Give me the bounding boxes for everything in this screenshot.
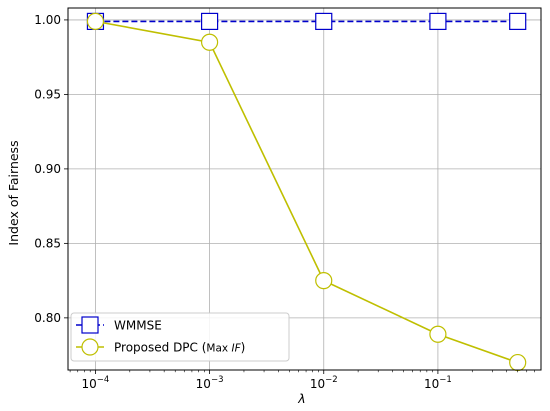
series-layer (86, 12, 527, 372)
legend: WMMSE Proposed DPC (Max IF) (70, 312, 290, 362)
x-tick-base: 10 (82, 377, 97, 391)
x-tick-exponent: −4 (97, 375, 110, 385)
x-tick-exponent: −1 (439, 375, 452, 385)
y-tick-label: 1.00 (34, 13, 61, 27)
data-point-proposed-dpc (86, 12, 105, 31)
y-tick-label: 0.90 (34, 162, 61, 176)
data-point-wmmse (509, 12, 527, 31)
x-tick-label: 10−3 (196, 375, 224, 391)
legend-label-proposed-suffix: ) (241, 341, 246, 355)
legend-label-proposed-dpc: Proposed DPC (Max IF) (114, 341, 245, 355)
legend-box (70, 312, 290, 362)
data-point-proposed-dpc (509, 353, 527, 372)
data-point-proposed-dpc (429, 325, 447, 343)
y-tick-label: 0.80 (34, 311, 61, 325)
x-tick-label: 10−1 (424, 375, 452, 391)
plot-frame (67, 7, 542, 371)
x-tick-base: 10 (196, 377, 211, 391)
data-point-wmmse (200, 12, 219, 31)
x-tick-label: 10−4 (82, 375, 110, 391)
x-tick-base: 10 (310, 377, 325, 391)
legend-marker-wmmse (81, 316, 99, 334)
legend-entry-proposed-dpc: Proposed DPC (Max IF) (76, 338, 245, 356)
x-tick-exponent: −3 (211, 375, 224, 385)
data-point-proposed-dpc (200, 33, 219, 51)
series-line-proposed-dpc (95, 20, 518, 364)
legend-marker-proposed-dpc (81, 338, 99, 356)
y-tick-label: 0.95 (34, 88, 61, 102)
x-tick-exponent: −2 (325, 375, 338, 385)
y-tick-label: 0.85 (34, 237, 61, 251)
legend-entry-wmmse: WMMSE (76, 316, 162, 334)
x-axis-label: λ (297, 391, 305, 406)
x-tick-label: 10−2 (310, 375, 338, 391)
data-point-proposed-dpc (315, 272, 333, 290)
y-axis-label: Index of Fairness (6, 140, 21, 245)
ticks: 10−4 10−3 10−2 10−10.800.850.900.951.00 (34, 13, 535, 391)
data-point-wmmse (315, 12, 333, 31)
x-tick-base: 10 (424, 377, 439, 391)
legend-label-proposed-small: Max (206, 343, 231, 355)
legend-label-proposed-italic: IF (231, 343, 241, 355)
data-point-wmmse (429, 12, 447, 31)
legend-label-wmmse: WMMSE (114, 319, 162, 333)
legend-label-proposed-prefix: Proposed DPC ( (114, 341, 206, 355)
